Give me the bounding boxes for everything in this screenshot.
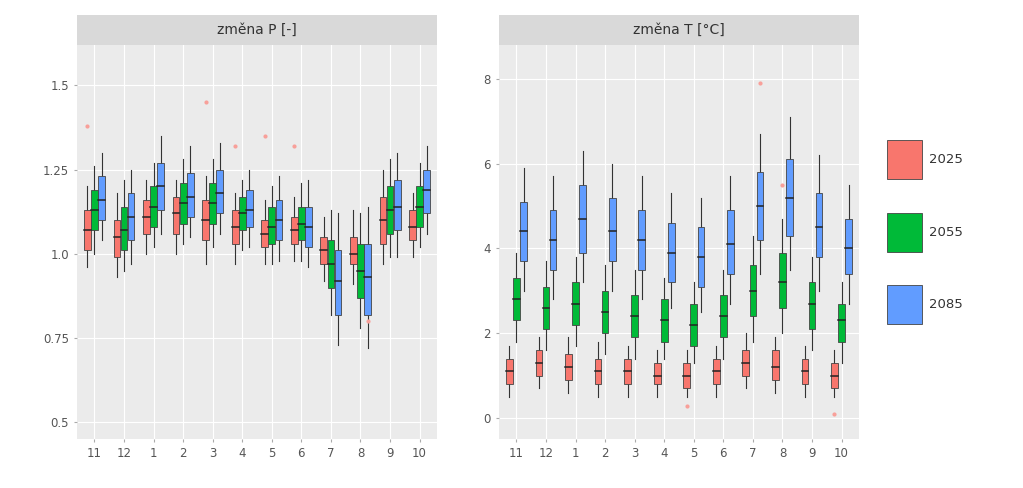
Bar [887,141,922,180]
Bar [91,190,98,230]
Bar [802,359,808,384]
Bar [668,223,675,283]
Bar [654,363,661,384]
Bar [327,241,335,287]
Bar [845,219,852,274]
Bar [542,286,549,329]
Bar [713,359,719,384]
Bar [727,210,733,274]
Bar [609,198,616,261]
Bar [114,220,121,257]
Text: 2055: 2055 [929,225,963,239]
Bar [357,244,364,298]
Bar [364,244,371,314]
Bar [750,265,756,316]
Bar [549,210,557,269]
Bar [128,193,134,241]
Bar [683,363,691,388]
Bar [772,350,779,380]
Bar [180,183,186,224]
Bar [698,227,704,286]
Bar [173,197,179,234]
Bar [261,220,268,247]
Bar [838,304,845,342]
Bar [631,295,638,337]
Bar [246,190,253,227]
Bar [98,176,105,220]
Bar [887,213,922,252]
Bar [394,180,400,230]
Bar [268,206,275,244]
Bar [661,299,668,342]
Bar [808,283,815,329]
Bar [187,173,193,217]
Bar [506,359,513,384]
Bar [298,206,305,241]
Bar [514,278,520,321]
Bar [210,183,216,224]
Bar [424,170,430,213]
Bar [158,163,164,210]
Bar [409,210,416,241]
Bar [572,283,579,325]
Text: změna T [°C]: změna T [°C] [633,23,725,37]
Bar [387,186,394,234]
Bar [594,359,602,384]
Bar [831,363,838,388]
Bar [305,206,312,247]
Bar [624,359,631,384]
Bar [203,200,209,241]
Bar [416,186,422,227]
Bar [787,160,793,236]
Bar [84,210,91,250]
Bar [121,206,128,250]
Bar [143,200,149,234]
Bar [887,285,922,324]
Text: 2085: 2085 [929,298,963,311]
Bar [150,186,157,227]
Bar [536,350,542,376]
Bar [720,295,726,337]
Text: změna P [-]: změna P [-] [217,23,297,37]
Bar [232,210,238,244]
Bar [565,354,572,380]
Bar [815,193,822,257]
Bar [757,172,763,240]
Bar [380,197,387,244]
Bar [602,291,609,333]
Bar [638,210,646,269]
Bar [291,217,298,244]
Bar [520,202,527,261]
Bar [743,350,749,376]
Bar [217,170,223,213]
Bar [239,197,246,230]
Text: 2025: 2025 [929,153,963,166]
Bar [320,237,327,264]
Bar [335,250,342,314]
Bar [691,304,697,346]
Bar [350,237,357,264]
Bar [780,253,786,308]
Bar [579,185,586,253]
Bar [275,200,282,241]
